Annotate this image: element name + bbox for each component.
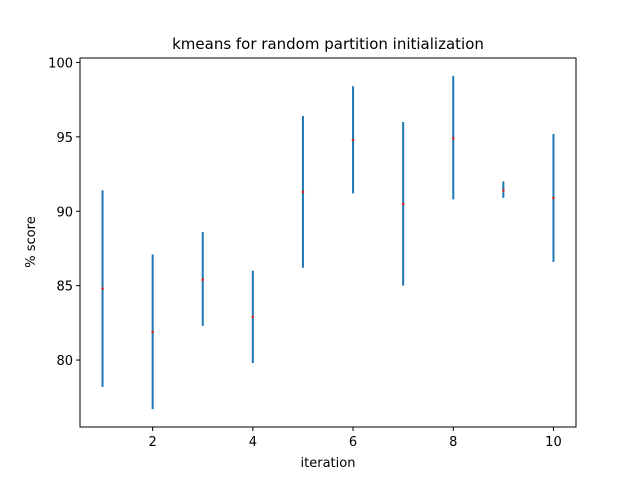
data-point bbox=[301, 190, 305, 194]
x-axis-label: iteration bbox=[301, 456, 356, 471]
data-point bbox=[552, 196, 555, 200]
data-point bbox=[201, 278, 205, 281]
data-point bbox=[151, 330, 154, 334]
data-point bbox=[251, 315, 255, 319]
y-tick-label: 80 bbox=[56, 354, 73, 369]
chart-title: kmeans for random partition initializati… bbox=[172, 35, 484, 53]
x-tick-label: 10 bbox=[545, 435, 562, 450]
data-point bbox=[351, 138, 355, 142]
data-point bbox=[451, 137, 455, 140]
plot-frame bbox=[79, 57, 577, 428]
x-tick-label: 4 bbox=[249, 435, 257, 450]
y-axis-label: % score bbox=[24, 216, 39, 267]
x-axis: 2 4 6 8 10 bbox=[149, 427, 562, 450]
y-tick-label: 95 bbox=[56, 131, 73, 146]
data-point bbox=[401, 202, 405, 206]
y-axis: 80 85 90 95 100 bbox=[48, 56, 80, 369]
y-tick-label: 90 bbox=[56, 205, 73, 220]
x-tick-label: 8 bbox=[449, 435, 457, 450]
y-tick-label: 100 bbox=[48, 56, 73, 71]
y-tick-label: 85 bbox=[56, 280, 73, 295]
x-tick-label: 6 bbox=[349, 435, 357, 450]
data-point bbox=[101, 287, 104, 290]
data-point bbox=[502, 189, 505, 192]
x-tick-label: 2 bbox=[149, 435, 157, 450]
